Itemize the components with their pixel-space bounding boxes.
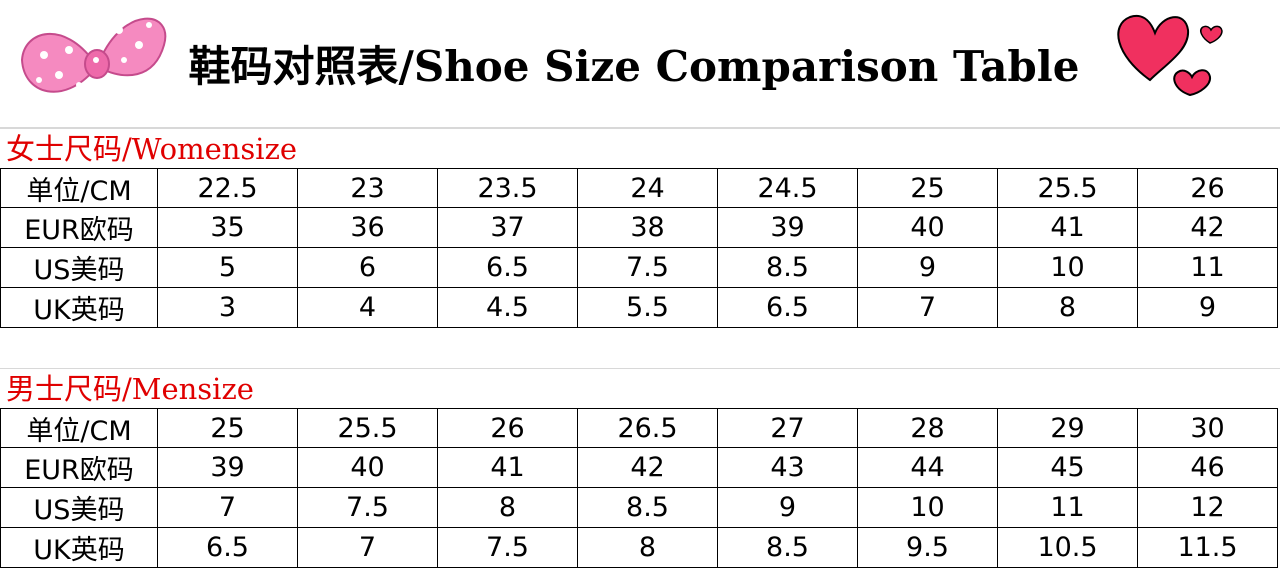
size-cell: 7 xyxy=(158,488,298,528)
size-cell: 6.5 xyxy=(718,288,858,328)
size-cell: 8.5 xyxy=(718,248,858,288)
size-cell: 11.5 xyxy=(1138,528,1278,568)
size-cell: 9.5 xyxy=(858,528,998,568)
size-cell: 7.5 xyxy=(438,528,578,568)
size-cell: 12 xyxy=(1138,488,1278,528)
size-cell: 26 xyxy=(1138,168,1278,208)
size-cell: 7.5 xyxy=(298,488,438,528)
size-cell: 27 xyxy=(718,408,858,448)
size-cell: 7 xyxy=(858,288,998,328)
size-cell: 39 xyxy=(718,208,858,248)
row-label: EUR欧码 xyxy=(0,208,158,248)
size-cell: 8.5 xyxy=(578,488,718,528)
row-label: EUR欧码 xyxy=(0,448,158,488)
size-cell: 40 xyxy=(298,448,438,488)
size-cell: 6 xyxy=(298,248,438,288)
size-cell: 9 xyxy=(858,248,998,288)
size-cell: 25.5 xyxy=(998,168,1138,208)
size-cell: 25 xyxy=(158,408,298,448)
size-cell: 7.5 xyxy=(578,248,718,288)
size-cell: 7 xyxy=(298,528,438,568)
size-cell: 35 xyxy=(158,208,298,248)
size-cell: 10 xyxy=(858,488,998,528)
row-label: 单位/CM xyxy=(0,168,158,208)
size-cell: 5.5 xyxy=(578,288,718,328)
size-cell: 40 xyxy=(858,208,998,248)
size-cell: 25 xyxy=(858,168,998,208)
row-label: UK英码 xyxy=(0,288,158,328)
size-cell: 11 xyxy=(998,488,1138,528)
size-cell: 9 xyxy=(718,488,858,528)
size-cell: 23.5 xyxy=(438,168,578,208)
size-cell: 9 xyxy=(1138,288,1278,328)
size-cell: 8 xyxy=(438,488,578,528)
size-cell: 43 xyxy=(718,448,858,488)
size-cell: 6.5 xyxy=(158,528,298,568)
size-cell: 24.5 xyxy=(718,168,858,208)
size-cell: 38 xyxy=(578,208,718,248)
size-cell: 26 xyxy=(438,408,578,448)
size-cell: 10 xyxy=(998,248,1138,288)
size-cell: 37 xyxy=(438,208,578,248)
size-cell: 28 xyxy=(858,408,998,448)
size-cell: 6.5 xyxy=(438,248,578,288)
size-cell: 23 xyxy=(298,168,438,208)
size-cell: 25.5 xyxy=(298,408,438,448)
size-cell: 46 xyxy=(1138,448,1278,488)
size-cell: 39 xyxy=(158,448,298,488)
size-cell: 8.5 xyxy=(718,528,858,568)
size-cell: 26.5 xyxy=(578,408,718,448)
section-title: 女士尺码/Womensize xyxy=(0,128,1280,168)
size-cell: 8 xyxy=(998,288,1138,328)
size-cell: 45 xyxy=(998,448,1138,488)
spacer-row xyxy=(0,328,1280,369)
size-cell: 4.5 xyxy=(438,288,578,328)
row-label: UK英码 xyxy=(0,528,158,568)
size-cell: 42 xyxy=(1138,208,1278,248)
size-cell: 29 xyxy=(998,408,1138,448)
row-label: 单位/CM xyxy=(0,408,158,448)
section-title: 男士尺码/Mensize xyxy=(0,368,1280,408)
size-cell: 36 xyxy=(298,208,438,248)
size-cell: 10.5 xyxy=(998,528,1138,568)
size-cell: 22.5 xyxy=(158,168,298,208)
size-cell: 3 xyxy=(158,288,298,328)
row-label: US美码 xyxy=(0,248,158,288)
bow-decoration xyxy=(20,17,167,93)
size-cell: 8 xyxy=(578,528,718,568)
size-cell: 24 xyxy=(578,168,718,208)
hearts-decoration xyxy=(1117,14,1223,97)
size-cell: 42 xyxy=(578,448,718,488)
size-cell: 41 xyxy=(998,208,1138,248)
size-cell: 44 xyxy=(858,448,998,488)
size-cell: 41 xyxy=(438,448,578,488)
size-cell: 5 xyxy=(158,248,298,288)
size-cell: 30 xyxy=(1138,408,1278,448)
size-cell: 11 xyxy=(1138,248,1278,288)
page-title: 鞋码对照表/Shoe Size Comparison Table xyxy=(0,0,1280,128)
row-label: US美码 xyxy=(0,488,158,528)
size-cell: 4 xyxy=(298,288,438,328)
